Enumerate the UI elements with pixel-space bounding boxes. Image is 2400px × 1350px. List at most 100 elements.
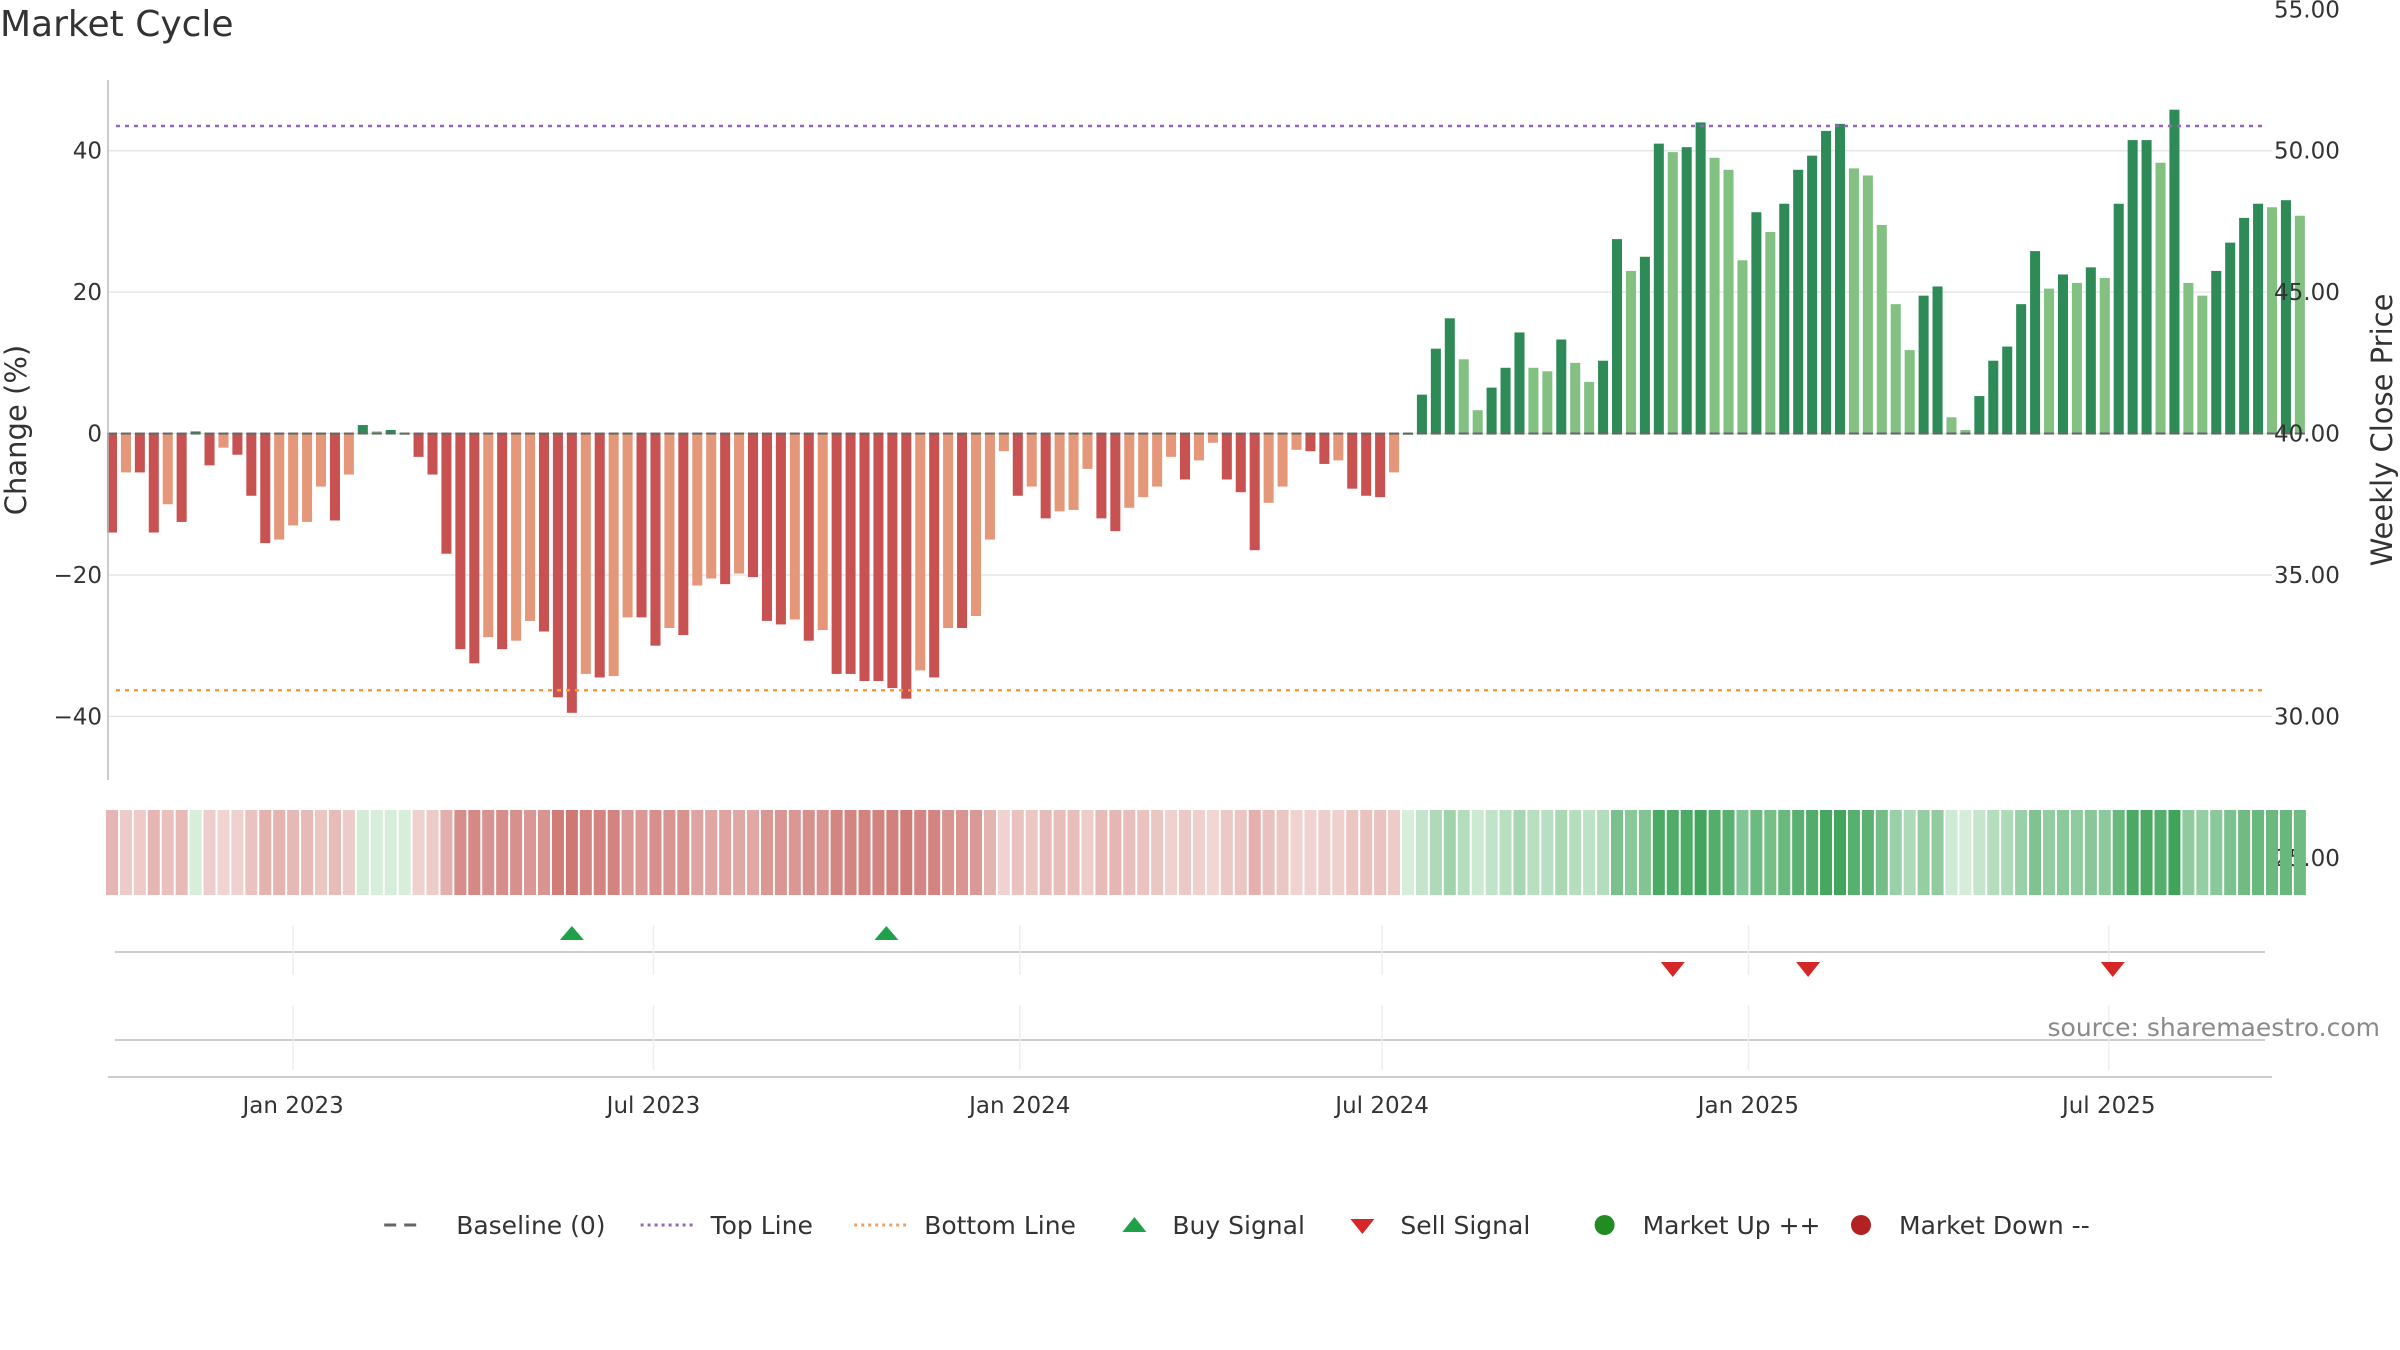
- baseline-dash: [1904, 432, 1915, 435]
- heat-cell: [2238, 810, 2251, 895]
- legend-swatch: [1851, 1215, 1871, 1235]
- change-bar: [441, 433, 452, 554]
- heat-cell: [1248, 810, 1261, 895]
- heat-cell: [217, 810, 230, 895]
- change-bar: [315, 433, 327, 487]
- heat-cell: [1388, 810, 1401, 895]
- baseline-dash: [901, 432, 912, 435]
- baseline-dash: [2071, 432, 2082, 435]
- y-left-tick-label: 0: [87, 422, 102, 448]
- heat-cell: [1764, 810, 1777, 895]
- heat-cell: [1680, 810, 1693, 895]
- baseline-dash: [2127, 432, 2138, 435]
- baseline-dash: [1389, 432, 1400, 435]
- reference-lines-layer: [116, 124, 2266, 692]
- change-bar: [1988, 360, 1999, 434]
- baseline-dash: [538, 432, 550, 435]
- baseline-dash: [720, 432, 731, 435]
- heat-cell: [747, 810, 760, 895]
- baseline-dash: [1946, 432, 1957, 435]
- heat-cell: [496, 810, 509, 895]
- change-bar: [1263, 433, 1274, 503]
- change-bar: [2211, 270, 2222, 434]
- change-bar: [998, 433, 1009, 452]
- baseline-dash: [2141, 432, 2152, 435]
- heat-cell: [1889, 810, 1902, 895]
- baseline-dash: [483, 432, 494, 435]
- baseline-dash: [998, 432, 1009, 435]
- change-bar: [761, 433, 772, 621]
- baseline-dash: [120, 432, 131, 435]
- heat-cell: [1429, 810, 1442, 895]
- change-bar: [1096, 433, 1107, 519]
- buy-signal-marker: [559, 926, 584, 940]
- heat-cell: [1067, 810, 1080, 895]
- heat-cell: [2182, 810, 2195, 895]
- baseline-dash: [608, 432, 619, 435]
- heat-cell: [872, 810, 885, 895]
- change-bar: [1667, 152, 1678, 434]
- change-bar: [608, 433, 619, 677]
- change-bar: [1876, 224, 1887, 434]
- change-bar: [1834, 123, 1846, 434]
- change-bar: [2266, 207, 2278, 434]
- baseline-dash: [817, 432, 828, 435]
- change-bar: [552, 433, 563, 698]
- baseline-dash: [1458, 432, 1469, 435]
- baseline-dash: [2197, 432, 2208, 435]
- baseline-dash: [1180, 432, 1191, 435]
- baseline-dash: [1807, 432, 1818, 435]
- heat-cell: [454, 810, 467, 895]
- heat-cell: [593, 810, 606, 895]
- change-bar: [1528, 367, 1539, 434]
- baseline-dash: [399, 432, 410, 435]
- heat-cell: [287, 810, 300, 895]
- change-bar: [1291, 433, 1302, 450]
- baseline-dash: [1834, 432, 1846, 435]
- change-bar: [455, 433, 466, 650]
- change-bar: [1821, 130, 1832, 434]
- change-bar: [1500, 367, 1511, 434]
- heat-cell: [2140, 810, 2153, 895]
- heat-cell: [1750, 810, 1763, 895]
- heat-cell: [1179, 810, 1192, 895]
- heat-cell: [1694, 810, 1707, 895]
- heat-cell: [942, 810, 955, 895]
- baseline-dash: [2280, 432, 2291, 435]
- change-bar: [1430, 348, 1441, 434]
- change-bar: [483, 433, 494, 638]
- baseline-dash: [650, 432, 661, 435]
- source-note: source: sharemaestro.com: [2047, 1013, 2381, 1042]
- legend-label: Market Down --: [1899, 1211, 2090, 1240]
- change-bar: [943, 433, 954, 628]
- baseline-dash: [636, 432, 647, 435]
- baseline-dash: [859, 432, 870, 435]
- change-bar: [859, 433, 870, 682]
- heat-cell: [1039, 810, 1052, 895]
- baseline-dash: [525, 432, 536, 435]
- change-bar: [887, 433, 898, 689]
- baseline-dash: [385, 432, 396, 435]
- change-bar: [2169, 109, 2180, 434]
- baseline-dash: [1821, 432, 1832, 435]
- heat-cell: [2265, 810, 2279, 895]
- baseline-dash: [1862, 432, 1873, 435]
- change-bar: [1333, 433, 1344, 461]
- baseline-dash: [2044, 432, 2055, 435]
- heat-cell: [788, 810, 801, 895]
- heat-cell: [1485, 810, 1498, 895]
- change-bar: [1040, 433, 1051, 519]
- legend: Baseline (0) Top Line Bottom Line Buy Signa…: [384, 1211, 2090, 1240]
- change-bar: [525, 433, 536, 621]
- heat-cell: [1541, 810, 1554, 895]
- buy-signal-marker: [874, 926, 899, 940]
- baseline-dash: [1054, 432, 1065, 435]
- change-bar: [2253, 203, 2264, 434]
- heat-cell: [928, 810, 941, 895]
- change-bar: [2155, 162, 2166, 434]
- legend-item: Market Up ++: [1594, 1211, 1821, 1240]
- bars-layer: [106, 109, 2305, 713]
- heat-cell: [2154, 810, 2167, 895]
- change-bar: [845, 433, 856, 674]
- change-bar: [594, 433, 605, 678]
